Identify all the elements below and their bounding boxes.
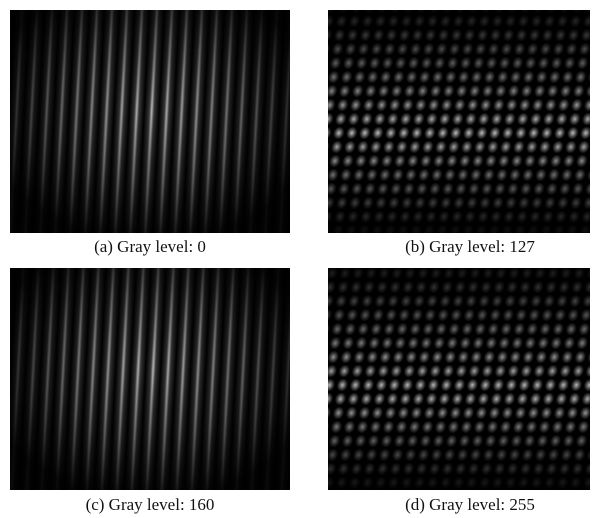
caption: (b) Gray level: 127 (405, 237, 535, 256)
panel-b-image (328, 10, 590, 233)
panel-a-image (10, 10, 290, 233)
panel-c-image (10, 268, 290, 490)
panel-d-image (328, 268, 590, 490)
caption: (a) Gray level: 0 (94, 237, 206, 256)
caption: (c) Gray level: 160 (86, 495, 215, 514)
caption: (d) Gray level: 255 (405, 495, 535, 514)
